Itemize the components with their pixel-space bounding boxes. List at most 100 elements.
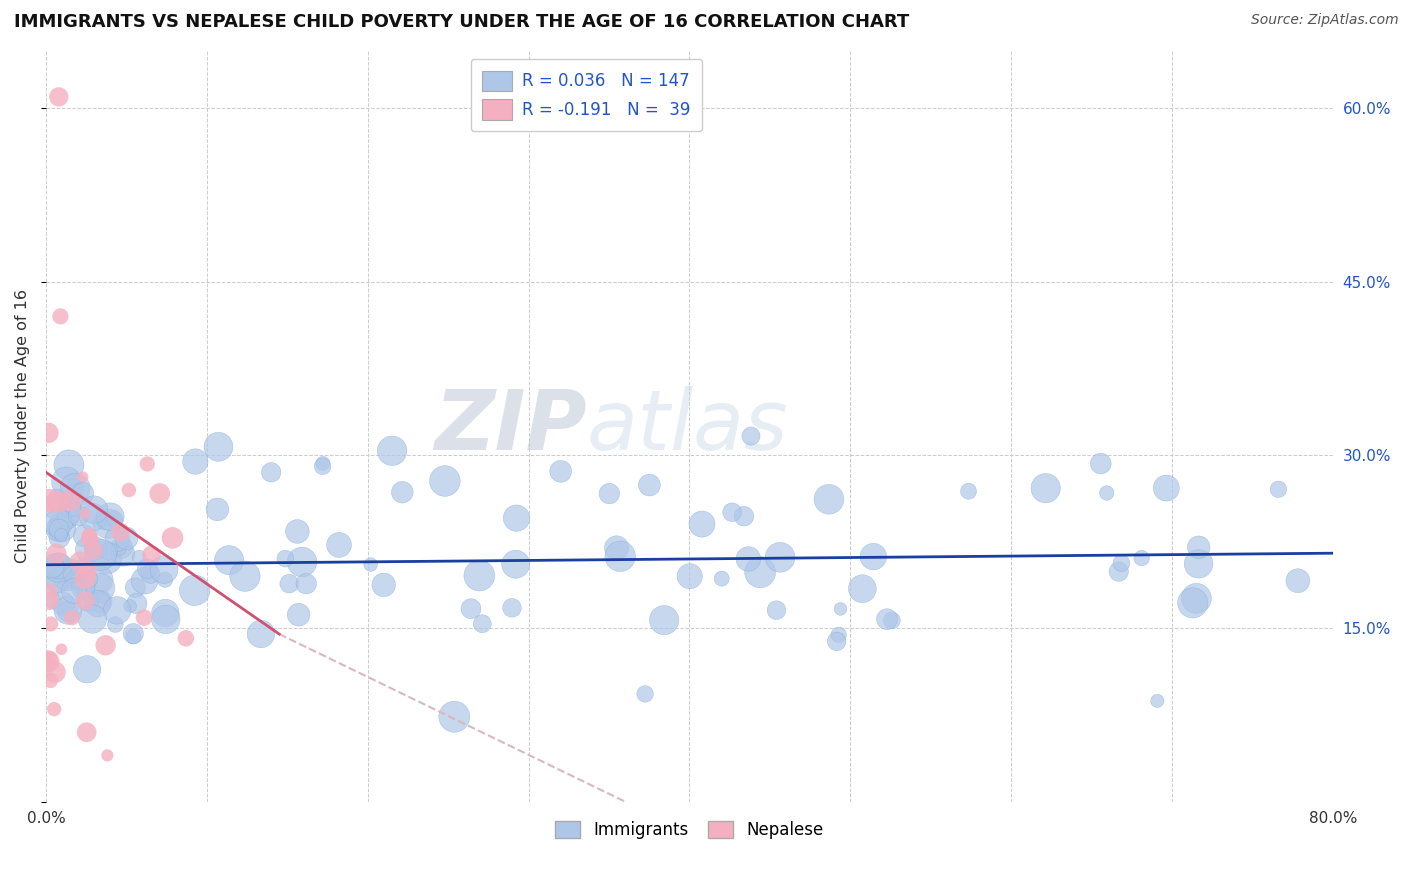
Point [250, 627, 273, 641]
Point [598, 486, 620, 500]
Point [89, 573, 111, 587]
Point [108, 541, 131, 556]
Point [37, 653, 59, 667]
Point [295, 576, 318, 591]
Point [63, 564, 86, 578]
Point [274, 551, 297, 566]
Point [880, 614, 903, 628]
Point [58, 458, 80, 472]
Point [749, 566, 772, 580]
Point [433, 474, 456, 488]
Point [60, 610, 83, 624]
Point [37, 425, 59, 440]
Point [73, 572, 96, 586]
Text: ZIP: ZIP [434, 385, 586, 467]
Point [443, 709, 465, 723]
Point [360, 558, 382, 572]
Point [45, 574, 67, 588]
Point [149, 486, 172, 500]
Point [45, 490, 67, 504]
Point [1130, 551, 1153, 566]
Point [96, 748, 118, 763]
Point [124, 581, 146, 595]
Point [44, 665, 66, 680]
Point [391, 485, 413, 500]
Point [110, 525, 132, 540]
Point [39, 616, 62, 631]
Point [98, 509, 121, 524]
Point [218, 553, 240, 567]
Point [77, 529, 100, 543]
Point [505, 511, 527, 525]
Point [505, 558, 527, 572]
Point [48, 558, 70, 573]
Point [468, 568, 491, 582]
Point [96, 552, 118, 566]
Text: Source: ZipAtlas.com: Source: ZipAtlas.com [1251, 13, 1399, 28]
Point [46, 560, 69, 574]
Point [62, 491, 84, 506]
Point [51, 528, 73, 542]
Point [285, 524, 308, 539]
Point [67, 574, 90, 588]
Point [501, 600, 523, 615]
Point [373, 578, 395, 592]
Point [94, 515, 117, 529]
Point [207, 440, 229, 454]
Point [45, 547, 67, 561]
Point [957, 484, 980, 499]
Point [876, 612, 898, 626]
Point [56, 603, 79, 617]
Point [122, 629, 145, 643]
Point [75, 593, 97, 607]
Point [41, 497, 63, 511]
Point [77, 563, 100, 577]
Point [38, 492, 60, 507]
Point [90, 548, 112, 562]
Point [765, 603, 787, 617]
Point [1185, 591, 1208, 606]
Point [291, 555, 314, 569]
Point [136, 457, 159, 471]
Point [174, 632, 197, 646]
Point [58, 500, 80, 514]
Point [77, 572, 100, 586]
Point [1188, 541, 1211, 555]
Point [550, 464, 572, 478]
Point [233, 569, 256, 583]
Point [48, 495, 70, 509]
Point [851, 582, 873, 596]
Text: IMMIGRANTS VS NEPALESE CHILD POVERTY UNDER THE AGE OF 16 CORRELATION CHART: IMMIGRANTS VS NEPALESE CHILD POVERTY UND… [14, 13, 910, 31]
Point [184, 454, 207, 468]
Point [1156, 481, 1178, 495]
Point [56, 508, 79, 523]
Point [83, 543, 105, 558]
Point [76, 592, 98, 607]
Point [59, 493, 82, 508]
Point [690, 517, 713, 532]
Point [48, 522, 70, 536]
Point [1035, 481, 1057, 495]
Point [830, 602, 852, 616]
Point [56, 604, 79, 618]
Point [111, 547, 134, 561]
Point [818, 492, 841, 507]
Point [471, 616, 494, 631]
Point [1187, 557, 1209, 571]
Point [118, 483, 141, 497]
Point [69, 555, 91, 569]
Point [122, 626, 145, 640]
Point [56, 569, 79, 583]
Point [49, 310, 72, 324]
Point [1146, 694, 1168, 708]
Point [125, 597, 148, 611]
Point [1111, 556, 1133, 570]
Point [60, 567, 83, 582]
Point [312, 456, 335, 470]
Point [1095, 486, 1118, 500]
Legend: Immigrants, Nepalese: Immigrants, Nepalese [548, 814, 831, 846]
Point [104, 512, 127, 526]
Point [862, 549, 884, 564]
Point [48, 573, 70, 587]
Point [73, 579, 96, 593]
